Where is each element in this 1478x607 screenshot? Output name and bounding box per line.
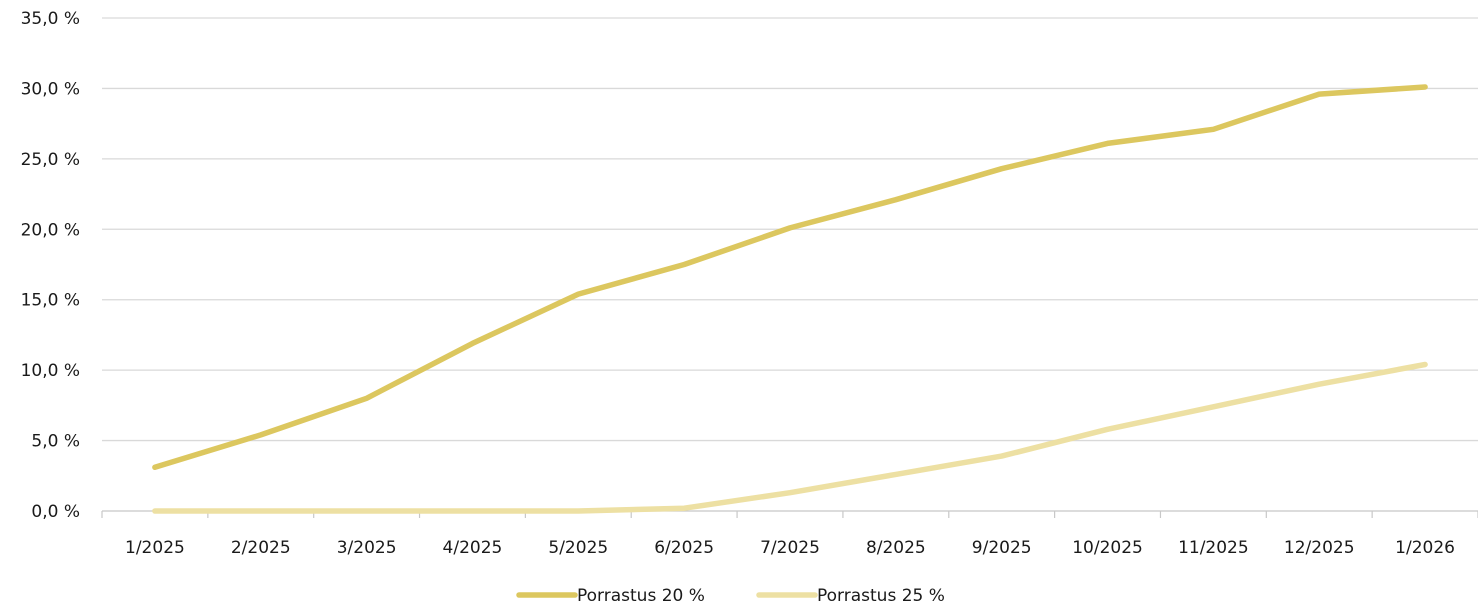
x-tick-label: 9/2025	[972, 538, 1032, 558]
y-axis: 0,0 % 5,0 % 10,0 % 15,0 % 20,0 % 25,0 % 30,0 %…	[21, 9, 80, 522]
x-tick-label: 4/2025	[443, 538, 503, 558]
x-tick-label: 7/2025	[760, 538, 820, 558]
x-tick-label: 8/2025	[866, 538, 926, 558]
y-tick-label: 0,0 %	[31, 502, 80, 522]
x-tick-label: 11/2025	[1178, 538, 1249, 558]
y-tick-label: 5,0 %	[31, 432, 80, 452]
y-tick-label: 20,0 %	[21, 220, 80, 240]
x-tick-label: 1/2025	[125, 538, 185, 558]
x-tick-label: 3/2025	[337, 538, 397, 558]
x-tick-label: 12/2025	[1284, 538, 1355, 558]
legend: Porrastus 20 % Porrastus 25 %	[516, 586, 945, 606]
x-tick-label: 10/2025	[1072, 538, 1143, 558]
legend-label: Porrastus 20 %	[577, 586, 705, 606]
y-tick-label: 30,0 %	[21, 79, 80, 99]
series-line	[152, 84, 1428, 471]
y-tick-label: 25,0 %	[21, 150, 80, 170]
x-tick-label: 5/2025	[548, 538, 608, 558]
series-lines	[152, 84, 1428, 514]
y-tick-label: 15,0 %	[21, 291, 80, 311]
x-tick-label: 6/2025	[654, 538, 714, 558]
x-axis: 1/2025 2/2025 3/2025 4/2025 5/2025 6/2025 7/20…	[101, 511, 1478, 558]
legend-label: Porrastus 25 %	[817, 586, 945, 606]
x-tick-label: 2/2025	[231, 538, 291, 558]
x-tick-label: 1/2026	[1395, 538, 1455, 558]
y-tick-label: 10,0 %	[21, 361, 80, 381]
y-tick-label: 35,0 %	[21, 9, 80, 29]
series-line	[152, 361, 1428, 514]
gridlines	[102, 17, 1478, 512]
